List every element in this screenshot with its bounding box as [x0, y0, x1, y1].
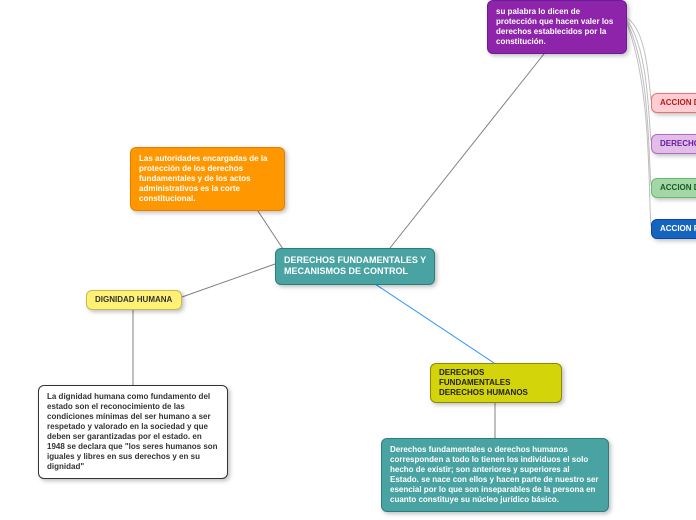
node-dignidad[interactable]: DIGNIDAD HUMANA	[86, 290, 182, 310]
node-dignidad-text: DIGNIDAD HUMANA	[95, 295, 173, 305]
node-side-4[interactable]: ACCION P	[651, 219, 696, 239]
node-df-dh-text: DERECHOS FUNDAMENTALES DERECHOS HUMANOS	[439, 368, 553, 398]
node-purple-top-text: su palabra lo dicen de protección que ha…	[496, 7, 618, 47]
node-dignidad-desc-text: La dignidad humana como fundamento del e…	[47, 392, 219, 472]
node-orange-left-text: Las autoridades encargadas de la protecc…	[139, 154, 276, 204]
node-center[interactable]: DERECHOS FUNDAMENTALES Y MECANISMOS DE C…	[275, 248, 435, 285]
node-orange-left[interactable]: Las autoridades encargadas de la protecc…	[130, 147, 285, 211]
node-side-4-text: ACCION P	[660, 224, 696, 234]
node-side-3-text: ACCION D	[660, 183, 696, 193]
node-purple-top[interactable]: su palabra lo dicen de protección que ha…	[487, 0, 627, 54]
node-df-dh-desc[interactable]: Derechos fundamentales o derechos humano…	[381, 438, 609, 512]
node-center-text: DERECHOS FUNDAMENTALES Y MECANISMOS DE C…	[284, 255, 426, 278]
node-df-dh[interactable]: DERECHOS FUNDAMENTALES DERECHOS HUMANOS	[430, 363, 562, 403]
node-side-1[interactable]: ACCION D	[651, 93, 696, 113]
node-side-3[interactable]: ACCION D	[651, 178, 696, 198]
node-side-2[interactable]: DERECHO	[651, 134, 696, 154]
node-side-1-text: ACCION D	[660, 98, 696, 108]
node-side-2-text: DERECHO	[660, 139, 696, 149]
node-df-dh-desc-text: Derechos fundamentales o derechos humano…	[390, 445, 600, 505]
node-dignidad-desc[interactable]: La dignidad humana como fundamento del e…	[38, 385, 228, 479]
